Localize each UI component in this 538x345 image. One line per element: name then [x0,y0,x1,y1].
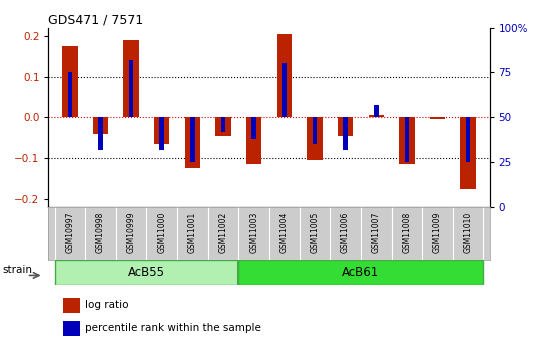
FancyBboxPatch shape [238,260,484,285]
Text: GSM11008: GSM11008 [402,211,412,253]
Text: GDS471 / 7571: GDS471 / 7571 [48,13,144,27]
Bar [154,117,169,144]
Bar [246,117,261,164]
Bar [277,34,292,117]
Text: GSM11005: GSM11005 [310,211,320,253]
Bar [159,117,164,150]
Bar [221,117,225,132]
Text: strain: strain [3,265,32,275]
Text: GSM11006: GSM11006 [341,211,350,253]
Bar [63,297,80,313]
Text: GSM11004: GSM11004 [280,211,289,253]
Text: AcB55: AcB55 [128,266,165,279]
Bar [62,46,77,117]
Bar [343,117,348,150]
Text: GSM11009: GSM11009 [433,211,442,253]
Bar [461,117,476,189]
Text: GSM11007: GSM11007 [372,211,381,253]
Bar [63,321,80,336]
Bar [215,117,231,136]
Bar [430,117,445,119]
FancyBboxPatch shape [54,260,238,285]
Bar [185,117,200,168]
Bar [369,115,384,117]
Bar [374,105,379,117]
Bar [307,117,323,160]
Bar [190,117,195,162]
Text: GSM11002: GSM11002 [218,211,228,253]
Text: log ratio: log ratio [85,300,129,310]
Bar [68,72,72,117]
Text: GSM10998: GSM10998 [96,211,105,253]
Text: GSM10997: GSM10997 [65,211,74,253]
Text: GSM11003: GSM11003 [249,211,258,253]
Bar [313,117,317,144]
Text: GSM11000: GSM11000 [157,211,166,253]
Bar [466,117,470,162]
Bar [129,60,133,117]
Bar [399,117,414,164]
Bar [93,117,108,134]
Text: percentile rank within the sample: percentile rank within the sample [85,324,261,333]
Bar [282,63,287,117]
Text: GSM11010: GSM11010 [464,211,473,253]
Text: GSM10999: GSM10999 [126,211,136,253]
Bar [338,117,353,136]
Text: AcB61: AcB61 [342,266,379,279]
Bar [251,117,256,139]
Bar [124,40,139,117]
Bar [98,117,103,150]
Text: GSM11001: GSM11001 [188,211,197,253]
Bar [405,117,409,162]
